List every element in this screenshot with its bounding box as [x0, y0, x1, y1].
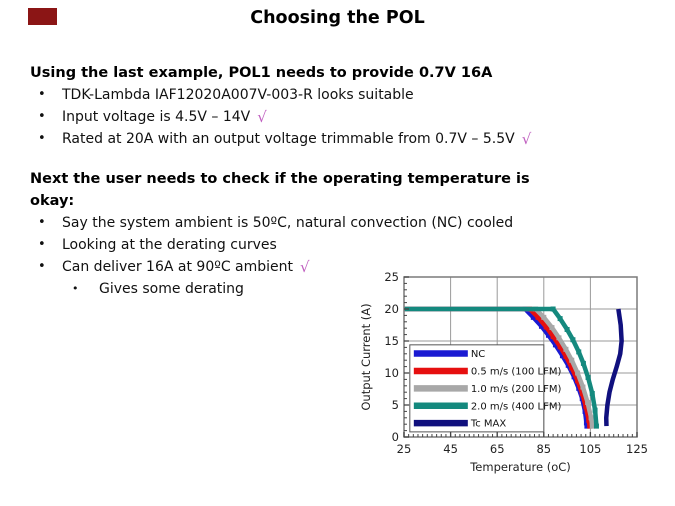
bullet-system-ambient: • Say the system ambient is 50ºC, natura…	[30, 212, 665, 234]
svg-text:Temperature (oC): Temperature (oC)	[469, 460, 571, 474]
derating-chart: NC 0.5 m/s (100 LFM) 1.0 m/s (200 LFM) 2.0 …	[358, 256, 673, 506]
check-mark: √	[521, 130, 532, 148]
bullet-tdk-lambda: • TDK-Lambda IAF12020A007V-003-R looks s…	[30, 84, 665, 106]
svg-text:NC: NC	[471, 349, 485, 360]
bullet-derating-curves: • Looking at the derating curves	[30, 234, 665, 256]
bullet-text: Looking at the derating curves	[62, 237, 277, 253]
svg-text:Tc MAX: Tc MAX	[470, 419, 507, 430]
svg-text:2.0 m/s (400 LFM): 2.0 m/s (400 LFM)	[471, 401, 562, 412]
check-mark: √	[257, 108, 267, 126]
svg-text:1.0 m/s (200 LFM): 1.0 m/s (200 LFM)	[471, 384, 562, 395]
section2-heading-line1: Next the user needs to check if the oper…	[30, 171, 530, 187]
svg-text:65: 65	[490, 442, 505, 456]
svg-text:Output Current (A): Output Current (A)	[359, 303, 373, 410]
svg-text:0: 0	[392, 430, 399, 444]
bullet-marker: •	[38, 131, 46, 146]
svg-text:5: 5	[392, 398, 399, 412]
svg-text:85: 85	[536, 442, 551, 456]
bullet-marker: •	[38, 215, 46, 230]
check-mark: √	[300, 258, 310, 276]
svg-text:25: 25	[384, 270, 399, 284]
bullet-deliver-16a: • Can deliver 16A at 90ºC ambient √	[30, 256, 665, 278]
svg-text:10: 10	[384, 366, 399, 380]
bullet-marker: •	[38, 259, 46, 274]
svg-text:15: 15	[384, 334, 399, 348]
bullet-text: TDK-Lambda IAF12020A007V-003-R looks sui…	[62, 87, 414, 103]
bullet-input-voltage: • Input voltage is 4.5V – 14V √	[30, 106, 665, 128]
svg-text:25: 25	[397, 442, 412, 456]
derating-chart-canvas: NC 0.5 m/s (100 LFM) 1.0 m/s (200 LFM) 2.0 …	[359, 270, 648, 474]
slide-body: Using the last example, POL1 needs to pr…	[30, 62, 665, 300]
bullet-rated-20a: • Rated at 20A with an output voltage tr…	[30, 128, 665, 150]
svg-text:105: 105	[579, 442, 601, 456]
bullet-text: Gives some derating	[99, 281, 244, 297]
section2-heading-line2: okay:	[30, 193, 75, 209]
bullet-text: Say the system ambient is 50ºC, natural …	[62, 215, 514, 231]
svg-text:45: 45	[443, 442, 458, 456]
subbullet-gives-derating: • Gives some derating	[66, 278, 665, 300]
bullet-text: Input voltage is 4.5V – 14V	[62, 109, 251, 125]
svg-text:20: 20	[384, 302, 399, 316]
bullet-text: Can deliver 16A at 90ºC ambient	[62, 259, 294, 275]
corner-accent-box	[28, 8, 57, 25]
slide-title: Choosing the POL	[250, 8, 425, 28]
bullet-marker: •	[38, 109, 46, 124]
bullet-text: Rated at 20A with an output voltage trim…	[62, 131, 515, 147]
bullet-marker: •	[38, 237, 46, 252]
svg-text:125: 125	[626, 442, 648, 456]
bullet-marker: •	[38, 87, 46, 102]
bullet-marker: •	[72, 282, 79, 295]
section1-heading: Using the last example, POL1 needs to pr…	[30, 65, 493, 81]
svg-text:0.5 m/s (100 LFM): 0.5 m/s (100 LFM)	[471, 366, 562, 377]
